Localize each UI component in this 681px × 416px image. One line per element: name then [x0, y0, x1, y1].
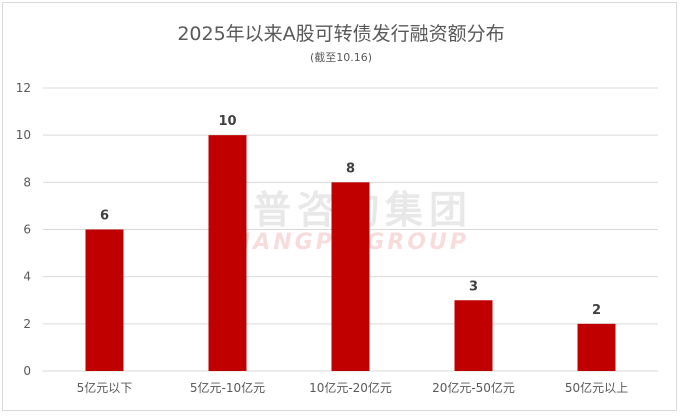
y-tick-label: 10	[16, 128, 31, 142]
x-tick-label-1: 5亿元以下	[77, 380, 133, 395]
bar-3	[331, 182, 370, 371]
y-axis-tick-labels: 0 2 4 6 8 10 12	[16, 81, 31, 378]
bar-chart: 2025年以来A股可转债发行融资额分布 (截至10.16) 024681012 …	[16, 23, 658, 395]
data-labels: 6 10 8 3 2	[100, 114, 601, 318]
chart-subtitle: (截至10.16)	[310, 50, 372, 64]
x-tick-label-5: 50亿元以上	[565, 380, 628, 395]
chart-title: 2025年以来A股可转债发行融资额分布	[177, 23, 504, 45]
x-tick-label-3: 10亿元-20亿元	[309, 380, 392, 395]
bar-4	[454, 300, 493, 371]
chart-frame: 2025年以来A股可转债发行融资额分布 (截至10.16) 0 2 4 6 8 10 12 …	[2, 2, 677, 411]
data-label-5: 2	[592, 303, 601, 318]
y-tick-label: 2	[23, 317, 31, 331]
x-tick-label-4: 20亿元-50亿元	[432, 380, 515, 395]
bar-5	[577, 323, 616, 371]
data-label-2: 10	[218, 114, 236, 129]
bars	[85, 135, 616, 371]
data-label-4: 3	[469, 279, 478, 294]
x-tick-label-2: 5亿元-10亿元	[190, 380, 265, 395]
y-tick-label: 4	[23, 270, 31, 284]
data-label-1: 6	[100, 209, 109, 224]
x-axis-tick-labels: 5亿元以下 5亿元-10亿元 10亿元-20亿元 20亿元-50亿元 50亿元以上	[77, 380, 628, 395]
y-tick-label: 8	[23, 175, 31, 189]
data-label-3: 8	[346, 161, 355, 176]
y-tick-label: 6	[23, 223, 31, 237]
y-tick-label: 12	[16, 81, 31, 95]
bar-1	[85, 229, 124, 371]
y-tick-label: 0	[23, 364, 31, 378]
bar-2	[208, 135, 247, 371]
